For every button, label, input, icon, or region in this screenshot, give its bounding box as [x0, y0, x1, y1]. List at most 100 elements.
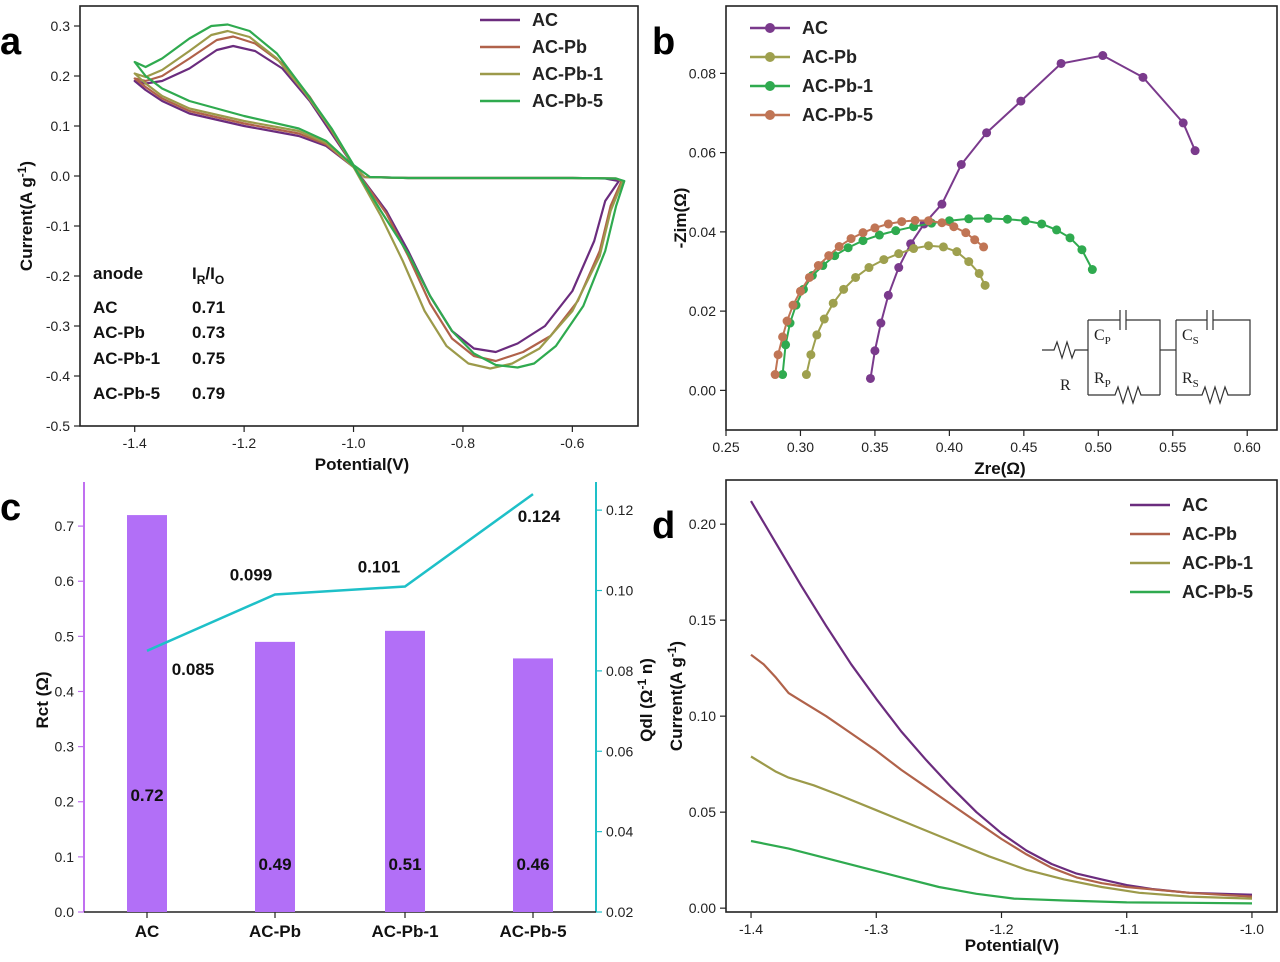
- x-tick-label: 0.50: [1085, 439, 1112, 455]
- legend-marker: [765, 110, 775, 120]
- legend-label: AC: [532, 10, 558, 30]
- x-axis-label-a: Potential(V): [315, 455, 409, 474]
- y2-axis-ticks-c: 0.02 0.04 0.06 0.08 0.10 0.12: [596, 502, 633, 920]
- nyquist-point: [773, 350, 783, 360]
- table-row-acpb5-value: 0.79: [192, 384, 225, 403]
- circuit-label-cp: CP: [1094, 327, 1111, 347]
- circuit-label-cs: CS: [1182, 327, 1199, 347]
- nyquist-point: [839, 284, 849, 294]
- y2-tick-label: 0.10: [606, 583, 633, 599]
- legend-b: AC AC-Pb AC-Pb-1 AC-Pb-5: [750, 18, 873, 125]
- ratio-table: anode IR/IO AC 0.71 AC-Pb 0.73 AC-Pb-1 0…: [93, 264, 225, 403]
- y-tick-label: 0.1: [55, 849, 75, 865]
- y-tick-label: 0.00: [689, 900, 716, 916]
- rct-bar: [255, 641, 295, 912]
- lsv-curve: [750, 755, 1253, 900]
- panel-label-b: b: [652, 21, 675, 63]
- legend-a: AC AC-Pb AC-Pb-1 AC-Pb-5: [480, 10, 603, 111]
- x-axis-label-d: Potential(V): [965, 936, 1059, 955]
- bar-value-label: 0.72: [130, 786, 163, 805]
- nyquist-point: [979, 242, 989, 252]
- parallel-cp-rp: [1087, 310, 1161, 406]
- nyquist-point: [1065, 233, 1075, 243]
- nyquist-line: [774, 219, 985, 375]
- table-row-ac-name: AC: [93, 298, 118, 317]
- legend-label: AC-Pb-1: [802, 76, 873, 96]
- x-tick-label: -1.0: [341, 435, 365, 451]
- nyquist-point: [1098, 51, 1108, 61]
- panel-label-a: a: [0, 21, 22, 63]
- parallel-cs-rs: [1175, 310, 1251, 406]
- nyquist-point: [870, 223, 880, 233]
- nyquist-point: [961, 228, 971, 238]
- nyquist-point: [778, 370, 788, 380]
- nyquist-point: [938, 242, 948, 252]
- cv-curve: [133, 29, 624, 370]
- y2-tick-label: 0.04: [606, 824, 633, 840]
- category-label: AC-Pb-1: [371, 922, 438, 941]
- cv-curve: [133, 44, 620, 354]
- nyquist-point: [924, 241, 934, 251]
- nyquist-point: [964, 257, 974, 267]
- nyquist-line: [781, 217, 1094, 375]
- y-tick-label: 0.2: [55, 794, 75, 810]
- nyquist-point: [891, 226, 901, 236]
- nyquist-point: [1016, 96, 1026, 106]
- panel-a: a -1.4 -1.2 -1.0 -0.8 -0.6 -0.5-0.4-0.3-0.2-…: [0, 5, 639, 474]
- equivalent-circuit: [1042, 310, 1251, 406]
- table-row-acpb-value: 0.73: [192, 323, 225, 342]
- rct-bar: [513, 658, 553, 912]
- nyquist-point: [1138, 72, 1148, 82]
- legend-marker: [765, 52, 775, 62]
- nyquist-point: [846, 234, 856, 244]
- legend-label: AC-Pb-5: [1182, 582, 1253, 602]
- x-tick-label: -1.3: [864, 921, 888, 937]
- nyquist-point: [897, 217, 907, 227]
- nyquist-point: [824, 251, 834, 261]
- nyquist-point: [910, 215, 920, 225]
- y-tick-label: 0.0: [51, 168, 71, 184]
- nyquist-point: [858, 236, 868, 246]
- legend-label: AC-Pb-5: [532, 91, 603, 111]
- cv-curve: [133, 23, 626, 369]
- legend-label: AC-Pb-5: [802, 105, 873, 125]
- y-tick-label: 0.3: [55, 739, 75, 755]
- circuit-label-rs: RS: [1182, 370, 1199, 390]
- nyquist-point: [1087, 265, 1097, 275]
- nyquist-point: [879, 255, 889, 265]
- x-tick-label: 0.45: [1010, 439, 1037, 455]
- x-tick-label: -1.0: [1240, 921, 1264, 937]
- y-axis-label-d: Current(A g-1): [665, 641, 686, 751]
- nyquist-point: [819, 314, 829, 324]
- lsv-curve: [750, 500, 1253, 896]
- category-label: AC: [135, 922, 160, 941]
- x-tick-label: -1.2: [232, 435, 256, 451]
- table-header-ratio: IR/IO: [192, 264, 224, 287]
- y-tick-label: 0.3: [51, 18, 71, 34]
- table-header-anode: anode: [93, 264, 143, 283]
- plot-frame-b: [725, 5, 1278, 431]
- nyquist-point: [851, 272, 861, 282]
- x-tick-label: -1.1: [1115, 921, 1139, 937]
- nyquist-point: [937, 199, 947, 209]
- plot-frame-d: [725, 479, 1278, 913]
- nyquist-point: [964, 214, 974, 224]
- y-axis-label-b: -Zim(Ω): [671, 188, 690, 249]
- cv-curves: [133, 23, 626, 370]
- nyquist-point: [795, 286, 805, 296]
- y-tick-label: 0.10: [689, 708, 716, 724]
- nyquist-point: [1056, 58, 1066, 68]
- legend-label: AC-Pb: [532, 37, 587, 57]
- panel-d: d -1.4 -1.3 -1.2 -1.1 -1.0 0.000.050.100.150…: [652, 479, 1278, 955]
- y-tick-label: 0.5: [55, 628, 75, 644]
- y-tick-label: 0.6: [55, 573, 75, 589]
- nyquist-point: [870, 346, 880, 356]
- nyquist-point: [806, 350, 816, 360]
- nyquist-point: [937, 218, 947, 228]
- y2-axis-label-c: Qdl (Ω-1 n): [635, 658, 656, 742]
- y2-tick-label: 0.12: [606, 502, 633, 518]
- nyquist-point: [1077, 245, 1087, 255]
- x-tick-label: -1.4: [123, 435, 147, 451]
- nyquist-point: [1020, 216, 1030, 226]
